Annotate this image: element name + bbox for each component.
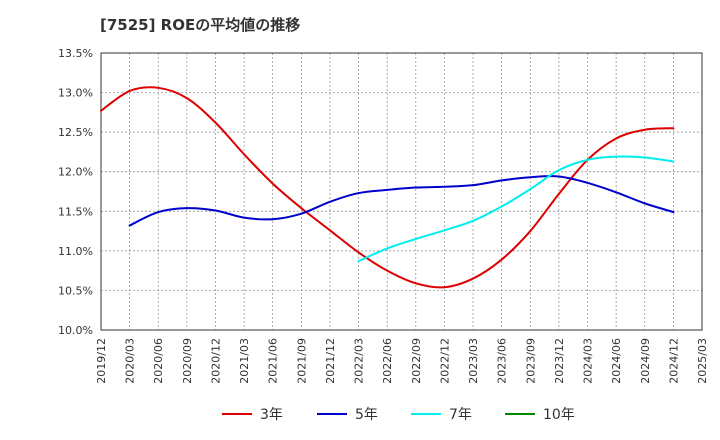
x-tick-label: 2020/03 xyxy=(124,338,137,384)
y-tick-label: 13.0% xyxy=(58,87,93,100)
y-tick-label: 12.5% xyxy=(58,126,93,139)
y-tick-label: 10.0% xyxy=(58,324,93,337)
x-tick-label: 2023/06 xyxy=(496,338,509,384)
x-tick-label: 2023/09 xyxy=(524,338,537,384)
x-tick-label: 2023/12 xyxy=(553,338,566,384)
plot-area xyxy=(101,53,702,330)
x-tick-label: 2024/06 xyxy=(610,338,623,384)
x-tick-label: 2020/12 xyxy=(209,338,222,384)
series-5y-line xyxy=(128,175,675,227)
x-tick-label: 2019/12 xyxy=(95,338,108,384)
x-tick-label: 2024/12 xyxy=(667,338,680,384)
x-tick-label: 2020/09 xyxy=(181,338,194,384)
legend-label: 7年 xyxy=(449,407,472,423)
x-tick-label: 2024/03 xyxy=(582,338,595,384)
x-tick-label: 2020/06 xyxy=(152,338,165,384)
y-tick-label: 11.5% xyxy=(58,205,93,218)
legend-label: 3年 xyxy=(260,407,283,423)
x-tick-label: 2022/03 xyxy=(353,338,366,384)
x-tick-label: 2021/09 xyxy=(295,338,308,384)
series-7y-line xyxy=(357,155,675,263)
plot-border xyxy=(100,52,703,331)
chart-title: [7525] ROEの平均値の推移 xyxy=(100,16,301,34)
x-tick-label: 2021/06 xyxy=(267,338,280,384)
legend-label: 5年 xyxy=(355,407,378,423)
x-tick-label: 2025/03 xyxy=(696,338,709,384)
x-tick-label: 2022/06 xyxy=(381,338,394,384)
series-3y-line xyxy=(100,86,675,289)
y-tick-label: 13.5% xyxy=(58,47,93,60)
x-tick-label: 2024/09 xyxy=(639,338,652,384)
x-tick-label: 2021/03 xyxy=(238,338,251,384)
x-tick-label: 2022/12 xyxy=(438,338,451,384)
y-tick-label: 10.5% xyxy=(58,284,93,297)
x-tick-label: 2021/12 xyxy=(324,338,337,384)
y-tick-label: 12.0% xyxy=(58,166,93,179)
y-tick-label: 11.0% xyxy=(58,245,93,258)
x-tick-label: 2023/03 xyxy=(467,338,480,384)
legend-label: 10年 xyxy=(543,407,575,423)
x-tick-label: 2022/09 xyxy=(410,338,423,384)
